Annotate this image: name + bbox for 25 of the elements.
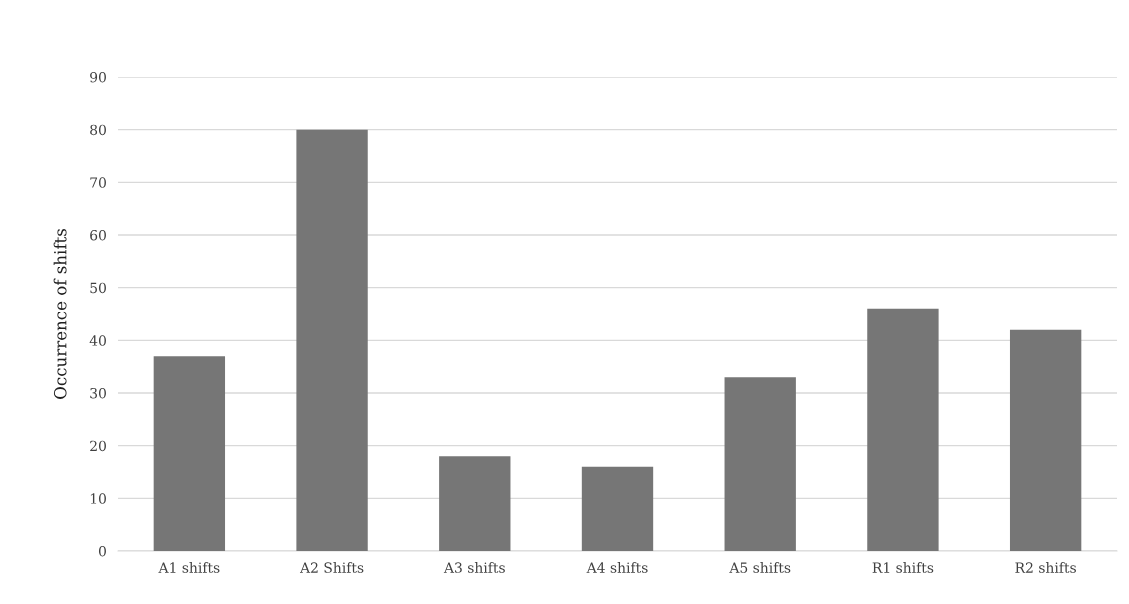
- y-tick-label: 50: [90, 282, 106, 294]
- y-tick-label: 30: [90, 387, 106, 399]
- bar: [1009, 329, 1082, 551]
- bar: [296, 129, 368, 551]
- y-tick-label: 0: [98, 545, 106, 557]
- x-tick-label: A3 shifts: [443, 562, 505, 573]
- bar: [581, 466, 654, 551]
- y-tick-label: 10: [90, 493, 106, 504]
- bar: [867, 308, 939, 551]
- x-tick-label: R2 shifts: [1015, 562, 1076, 573]
- x-tick-label: A1 shifts: [158, 562, 220, 573]
- x-tick-label: A2 Shifts: [299, 562, 364, 573]
- y-tick-label: 80: [90, 124, 106, 136]
- y-tick-label: 20: [90, 440, 106, 452]
- y-tick-label: 70: [90, 177, 106, 188]
- bar: [439, 456, 511, 551]
- y-tick-label: 40: [89, 335, 106, 346]
- x-tick-label: A4 shifts: [586, 562, 648, 573]
- y-tick-label: 90: [90, 71, 106, 83]
- bar: [153, 356, 226, 551]
- x-tick-label: A5 shifts: [729, 562, 791, 573]
- x-tick-label: R1 shifts: [872, 562, 934, 573]
- y-tick-label: 60: [90, 229, 106, 241]
- y-axis-title: Occurrence of shifts: [53, 229, 67, 399]
- bar: [724, 377, 796, 551]
